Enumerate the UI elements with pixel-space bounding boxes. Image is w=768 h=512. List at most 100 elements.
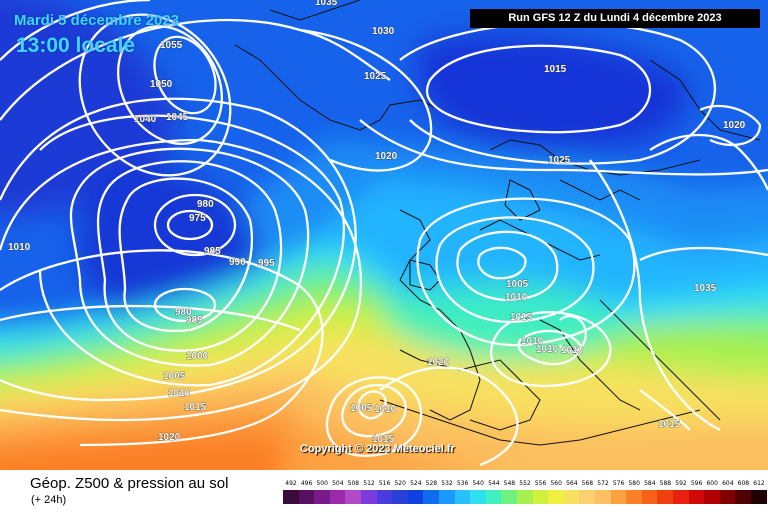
isobar-label: 1025: [364, 71, 387, 82]
isobar-label: 1035: [694, 283, 717, 294]
copyright-notice: Copyright © 2023 Meteociel.fr: [300, 443, 455, 455]
run-info-banner: Run GFS 12 Z du Lundi 4 décembre 2023: [470, 9, 760, 28]
legend-swatch: [704, 490, 721, 504]
legend-value: 524: [410, 480, 422, 487]
legend-swatch: [563, 490, 580, 504]
legend-swatch: [376, 490, 393, 504]
isobar-labels: 1055 1050 1040 1045 1035 1030 1025 1020 …: [8, 0, 746, 445]
isobar-label: 1010: [374, 404, 397, 415]
legend-value: 580: [628, 480, 640, 487]
isobar-label: 1000: [186, 351, 209, 362]
legend-swatch: [314, 490, 331, 504]
legend-swatch: [673, 490, 689, 504]
isobar-label: 1020: [723, 120, 746, 131]
isobar-label: 1015: [544, 64, 567, 75]
isobar-label: 1010: [505, 292, 528, 303]
legend-value: 512: [363, 480, 375, 487]
isobar-label: 1005: [163, 371, 186, 382]
weather-map: 1055 1050 1040 1045 1035 1030 1025 1020 …: [0, 0, 768, 470]
legend-swatch: [485, 490, 502, 504]
legend-swatch: [392, 490, 409, 504]
isobar-label: 1035: [315, 0, 338, 8]
isobar-label: 1045: [166, 112, 189, 123]
legend-swatch: [439, 490, 455, 504]
isobar-label: 1005: [506, 279, 529, 290]
legend-value: 592: [675, 480, 687, 487]
legend-value: 564: [566, 480, 578, 487]
legend-swatch: [345, 490, 362, 504]
isobar-label: 1020: [158, 432, 181, 443]
legend-value: 608: [737, 480, 750, 487]
coastlines: [234, 0, 761, 446]
legend-value: 552: [519, 480, 531, 487]
isobar-label: 1040: [134, 114, 157, 125]
isobar-label: 1050: [150, 79, 173, 90]
isobar-label: 980: [197, 199, 214, 210]
legend-value: 600: [706, 480, 718, 487]
isobar-label: 1015: [510, 312, 533, 323]
isobar-label: 1025: [548, 155, 571, 166]
legend-swatch: [579, 490, 596, 504]
isobar-label: 1010: [561, 345, 584, 356]
legend-swatch: [423, 490, 440, 504]
forecast-date: Mardi 5 décembre 2023: [14, 12, 180, 29]
legend-swatch: [361, 490, 377, 504]
isobar-label: 985: [186, 315, 203, 326]
legend-value: 544: [488, 480, 500, 487]
isobar-label: 1020: [375, 151, 398, 162]
isobar-label: 975: [189, 213, 206, 224]
isobar-label: 1010: [521, 336, 544, 347]
legend-value: 536: [456, 480, 469, 487]
legend-value: 496: [300, 480, 313, 487]
legend-value: 504: [332, 480, 344, 487]
isobar-label: 1030: [372, 26, 395, 37]
legend-value: 596: [690, 480, 703, 487]
legend-value: 572: [597, 480, 609, 487]
isobar-label: 990: [229, 257, 246, 268]
legend-swatch: [595, 490, 611, 504]
legend-value: 612: [753, 480, 765, 487]
legend-value: 556: [534, 480, 547, 487]
legend-value: 532: [441, 480, 453, 487]
legend-swatch: [470, 490, 487, 504]
legend-swatch: [735, 490, 752, 504]
legend-swatch: [407, 490, 424, 504]
isobar-label: 1015: [184, 402, 207, 413]
isobar-label: 1055: [160, 40, 183, 51]
legend-value: 516: [378, 480, 391, 487]
isobar-label: 1010: [168, 388, 191, 399]
legend-value: 548: [503, 480, 516, 487]
legend-value: 528: [425, 480, 438, 487]
forecast-range: (+ 24h): [31, 494, 67, 506]
legend-swatch: [657, 490, 674, 504]
legend-swatch: [298, 490, 315, 504]
legend-swatch: [501, 490, 518, 504]
legend-swatch: [751, 490, 767, 504]
legend-value: 584: [644, 480, 656, 487]
chart-title: Géop. Z500 & pression au sol: [30, 475, 229, 492]
legend-value: 520: [394, 480, 406, 487]
legend-swatch: [626, 490, 643, 504]
legend-swatch: [641, 490, 658, 504]
isobar-label: 1010: [8, 242, 31, 253]
isobar-label: 985: [204, 246, 221, 257]
isobar-label: 1015: [658, 419, 681, 430]
legend-swatch: [532, 490, 549, 504]
legend-swatch: [329, 490, 346, 504]
legend-value: 500: [316, 480, 328, 487]
legend-value: 588: [659, 480, 672, 487]
legend-value: 540: [472, 480, 484, 487]
isobar-label: 1015: [372, 434, 395, 445]
isobar-label: 1010: [536, 344, 559, 355]
forecast-time: 13:00 locale: [16, 34, 136, 57]
legend-value: 560: [550, 480, 562, 487]
legend-swatch: [719, 490, 736, 504]
map-canvas: 1055 1050 1040 1045 1035 1030 1025 1020 …: [0, 0, 768, 470]
legend-swatch: [610, 490, 627, 504]
isobars: [0, 0, 768, 465]
legend-swatch: [688, 490, 705, 504]
legend-swatch: [548, 490, 565, 504]
legend-value: 492: [285, 480, 297, 487]
legend-swatch: [454, 490, 471, 504]
isobar-label: 1005: [350, 403, 373, 414]
